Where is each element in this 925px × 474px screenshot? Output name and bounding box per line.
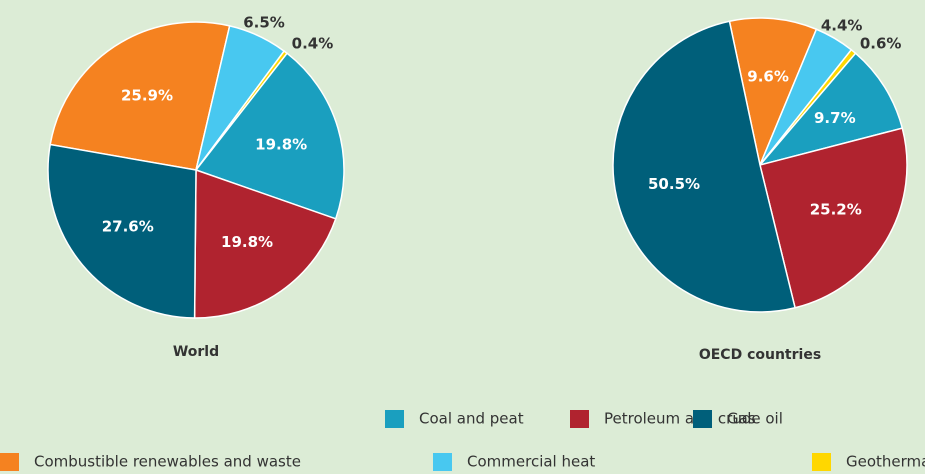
data-label: 50.5%: [648, 175, 700, 193]
legend-label: Coal and peat: [419, 410, 524, 428]
legend-label: Combustible renewables and waste: [34, 453, 301, 471]
pie-slice: [194, 52, 345, 220]
legend-label: Gas: [727, 410, 756, 428]
data-label: 27.6%: [102, 217, 154, 235]
legend-swatch: [693, 410, 712, 428]
legend-swatch: [570, 410, 589, 428]
data-label: 6.5%: [243, 13, 285, 31]
chart-title: World: [173, 344, 219, 360]
chart-title: OECD countries: [699, 347, 821, 363]
pie-slice: [759, 127, 908, 309]
legend-swatch: [385, 410, 404, 428]
data-label: 0.6%: [860, 34, 902, 52]
data-label: 25.2%: [810, 201, 862, 219]
legend-label: Commercial heat: [467, 453, 595, 471]
legend-label: Geothermal, solar, etc.: [846, 453, 925, 471]
pie-slice: [49, 21, 231, 171]
data-label: 19.8%: [221, 233, 273, 251]
data-label: 0.4%: [292, 35, 334, 53]
legend-swatch: [812, 453, 831, 471]
pie-slice: [728, 17, 818, 168]
data-label: 9.7%: [814, 109, 856, 127]
data-label: 4.4%: [821, 17, 863, 35]
pie-slice: [612, 20, 796, 313]
data-label: 9.6%: [747, 68, 789, 86]
data-label: 25.9%: [121, 86, 173, 104]
pie-slice: [47, 143, 197, 319]
data-label: 19.8%: [255, 135, 307, 153]
legend-swatch: [433, 453, 452, 471]
pie-slice: [193, 168, 337, 319]
legend-swatch: [0, 453, 19, 471]
